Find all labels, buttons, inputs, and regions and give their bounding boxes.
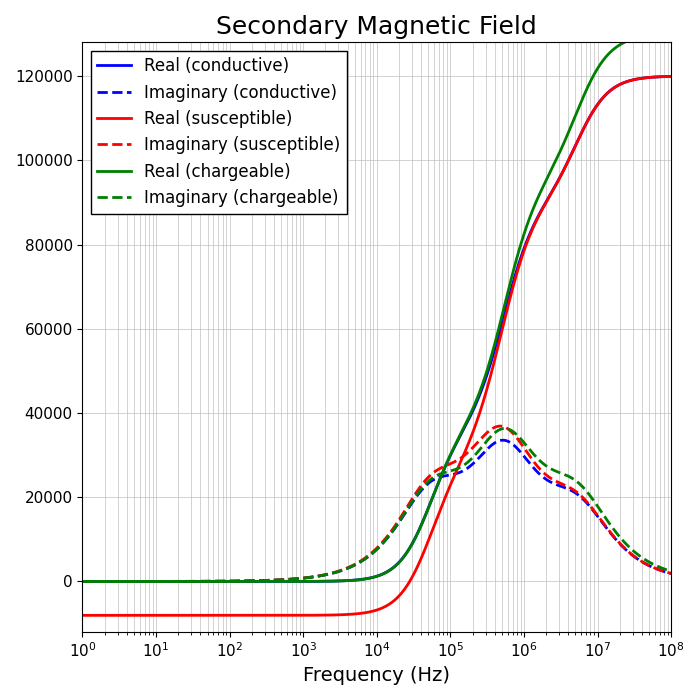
Imaginary (conductive) [146,578,154,586]
Line: Real (susceptible): Real (susceptible) [83,76,671,615]
Imaginary (chargeable) [500,424,509,433]
Imaginary (conductive) [667,569,676,577]
Real (conductive) [330,577,338,585]
Real (conductive) [78,578,87,586]
Imaginary (chargeable) [592,500,601,509]
Imaginary (susceptible) [304,573,312,582]
Imaginary (susceptible) [496,422,504,430]
Real (chargeable) [592,66,601,75]
Real (conductive) [146,578,154,586]
Imaginary (conductive) [499,436,508,445]
Imaginary (chargeable) [78,578,87,586]
Real (conductive) [667,72,676,80]
Imaginary (chargeable) [304,573,312,582]
Real (susceptible) [667,72,676,80]
Imaginary (conductive) [78,578,87,586]
Real (conductive) [181,578,189,586]
Imaginary (conductive) [592,510,601,519]
Real (chargeable) [330,577,338,585]
Real (chargeable) [90,578,98,586]
Imaginary (chargeable) [146,578,154,586]
Imaginary (susceptible) [330,568,338,577]
Line: Imaginary (susceptible): Imaginary (susceptible) [83,426,671,582]
Imaginary (susceptible) [146,578,154,586]
Line: Imaginary (chargeable): Imaginary (chargeable) [83,428,671,582]
Real (conductive) [592,102,601,111]
Imaginary (susceptible) [592,510,601,518]
Imaginary (conductive) [304,573,312,582]
Real (susceptible) [78,611,87,620]
Imaginary (conductive) [656,566,664,574]
Imaginary (chargeable) [656,563,664,571]
X-axis label: Frequency (Hz): Frequency (Hz) [303,666,450,685]
Imaginary (chargeable) [667,567,676,575]
Real (chargeable) [181,578,189,586]
Real (conductive) [655,73,664,81]
Imaginary (susceptible) [181,578,189,586]
Title: Secondary Magnetic Field: Secondary Magnetic Field [216,15,537,39]
Line: Imaginary (conductive): Imaginary (conductive) [83,440,671,582]
Real (chargeable) [656,30,664,38]
Imaginary (susceptible) [667,569,676,577]
Real (susceptible) [330,611,338,620]
Real (susceptible) [146,611,154,620]
Real (susceptible) [181,611,189,620]
Imaginary (susceptible) [78,578,87,586]
Imaginary (chargeable) [330,568,338,577]
Real (susceptible) [304,611,312,620]
Real (chargeable) [78,578,87,586]
Imaginary (conductive) [181,578,189,586]
Imaginary (susceptible) [656,566,664,574]
Imaginary (conductive) [330,568,338,577]
Real (chargeable) [304,578,313,586]
Imaginary (chargeable) [181,578,189,586]
Line: Real (conductive): Real (conductive) [83,76,671,582]
Legend: Real (conductive), Imaginary (conductive), Real (susceptible), Imaginary (suscep: Real (conductive), Imaginary (conductive… [91,50,347,214]
Line: Real (chargeable): Real (chargeable) [83,34,671,582]
Real (chargeable) [667,29,676,38]
Real (conductive) [304,578,312,586]
Real (susceptible) [592,102,601,111]
Real (susceptible) [655,73,664,81]
Real (chargeable) [146,578,154,586]
